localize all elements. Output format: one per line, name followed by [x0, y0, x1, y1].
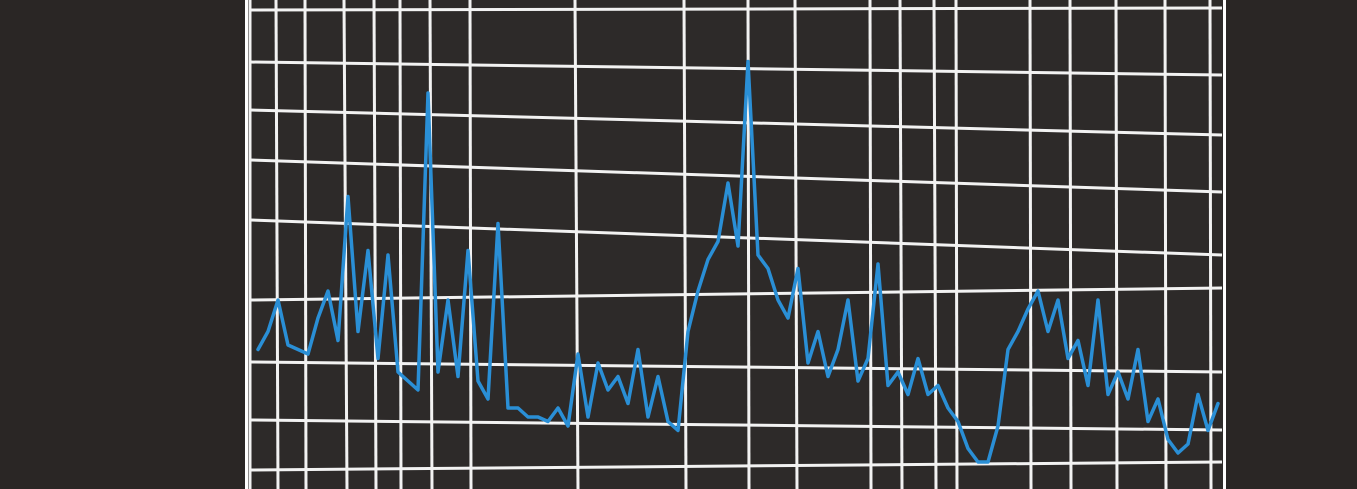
grid-line — [274, 0, 280, 489]
grid-line — [249, 60, 1223, 77]
grid-line — [249, 6, 1223, 12]
plot-area — [248, 0, 1223, 489]
grid-line — [682, 0, 688, 489]
grid-line — [249, 360, 1223, 374]
grid-line — [249, 460, 1223, 472]
grid-line — [468, 0, 473, 489]
grid-line — [249, 286, 1223, 302]
grid-line — [249, 158, 1223, 194]
grid-line — [1028, 0, 1033, 489]
grid-line — [1163, 0, 1168, 489]
right-panel — [1226, 0, 1357, 489]
grid-line — [1068, 0, 1073, 489]
grid-line — [303, 0, 308, 489]
trace-line — [256, 59, 1220, 464]
grid-line — [372, 0, 378, 489]
grid — [248, 0, 1223, 489]
grid-line — [249, 418, 1223, 432]
grid-line — [1208, 0, 1213, 489]
grid-line — [793, 0, 799, 489]
grid-line — [428, 0, 434, 489]
grid-line — [249, 108, 1223, 137]
grid-line — [398, 0, 403, 489]
grid-line — [1114, 0, 1119, 489]
grid-line — [868, 0, 873, 489]
grid-line — [573, 0, 580, 489]
left-panel — [0, 0, 245, 489]
